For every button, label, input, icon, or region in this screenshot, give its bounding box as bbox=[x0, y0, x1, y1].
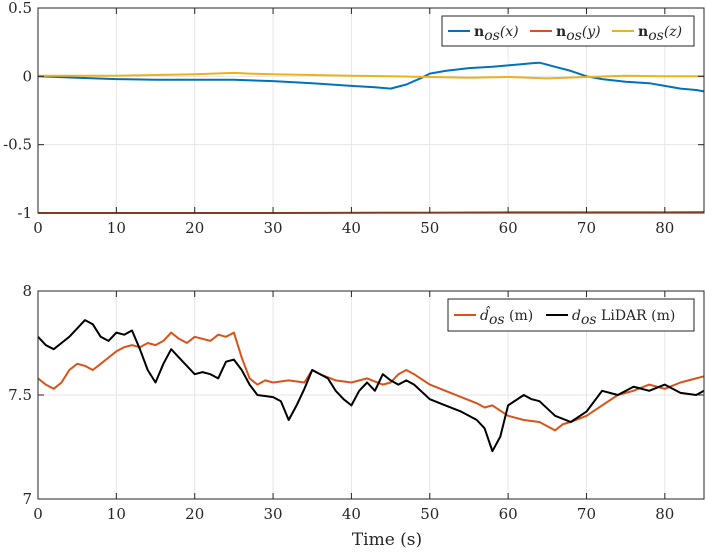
x-tick-label: 40 bbox=[342, 505, 361, 523]
x-tick-label: 20 bbox=[185, 505, 204, 523]
x-tick-label: 10 bbox=[107, 219, 126, 237]
axes-box bbox=[37, 7, 705, 214]
x-tick-label: 10 bbox=[107, 505, 126, 523]
x-tick-label: 20 bbox=[185, 219, 204, 237]
y-tick-label: 8 bbox=[22, 282, 32, 300]
legend-entry-2: dos LiDAR (m) bbox=[572, 308, 675, 328]
series-line-3 bbox=[38, 71, 704, 80]
x-tick-label: 50 bbox=[420, 219, 439, 237]
x-tick-label: 60 bbox=[499, 219, 518, 237]
legend-box bbox=[441, 15, 695, 47]
bottom-panel: 0 10 20 30 40 50 60 70 80 7 7.5 8 Time (s) d̂os (m) do… bbox=[8, 282, 705, 550]
legend-entry-3: nos(z) bbox=[638, 24, 682, 44]
series-line-1 bbox=[37, 331, 705, 432]
y-tick-label: 7 bbox=[22, 490, 32, 508]
y-tick-label: -1 bbox=[17, 204, 32, 222]
x-tick-label: 0 bbox=[33, 505, 43, 523]
x-tick-label: 30 bbox=[264, 505, 283, 523]
x-tick-label: 80 bbox=[655, 219, 674, 237]
series-line-1 bbox=[37, 61, 705, 93]
x-tick-label: 0 bbox=[33, 219, 43, 237]
legend-entry-1: d̂os (m) bbox=[480, 305, 533, 328]
legend: nos(x) nos(y) nos(z) bbox=[441, 15, 695, 47]
legend-entry-2: nos(y) bbox=[556, 24, 601, 44]
x-tick-label: 70 bbox=[577, 219, 596, 237]
x-tick-label: 30 bbox=[264, 219, 283, 237]
x-tick-label: 70 bbox=[577, 505, 596, 523]
legend-entry-1: nos(x) bbox=[474, 24, 519, 44]
x-tick-label: 80 bbox=[655, 505, 674, 523]
series-line-2 bbox=[37, 319, 705, 453]
x-axis-title: Time (s) bbox=[352, 530, 422, 550]
y-tick-label: -0.5 bbox=[3, 136, 32, 154]
y-tick-label: 0.5 bbox=[8, 0, 32, 17]
x-tick-label: 60 bbox=[499, 505, 518, 523]
legend: d̂os (m) dos LiDAR (m) bbox=[447, 298, 695, 332]
legend-box bbox=[447, 298, 695, 332]
y-tick-label: 0 bbox=[22, 67, 32, 85]
y-tick-label: 7.5 bbox=[8, 386, 32, 404]
x-tick-label: 40 bbox=[342, 219, 361, 237]
x-tick-label: 50 bbox=[420, 505, 439, 523]
